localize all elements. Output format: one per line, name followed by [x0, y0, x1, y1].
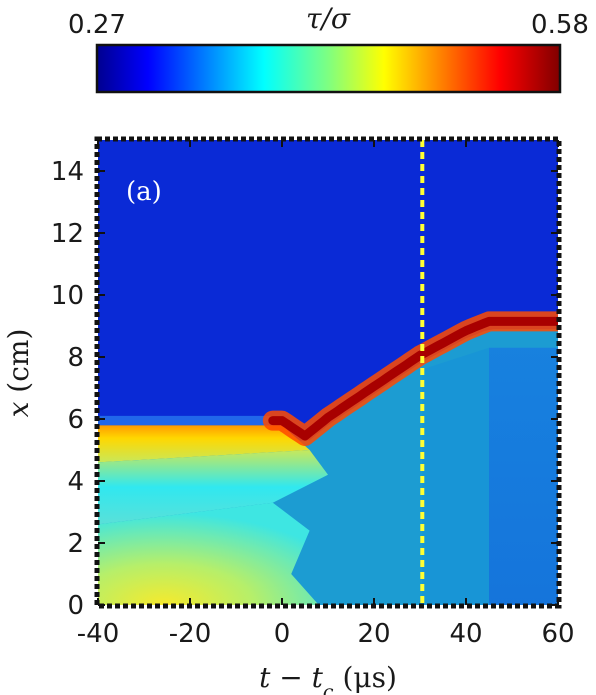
field-right-region	[489, 347, 558, 605]
y-tick-label: 0	[67, 591, 84, 621]
y-tick-label: 12	[51, 219, 84, 249]
y-tick-label: 10	[51, 281, 84, 311]
x-tick-label: 40	[449, 619, 482, 649]
x-tick-label: -40	[77, 619, 119, 649]
x-axis-label: t − tc (μs)	[259, 661, 397, 695]
band-lower	[98, 502, 319, 605]
x-axis-label-sub: c	[323, 681, 334, 695]
x-axis-label-unit: (μs)	[334, 661, 397, 694]
x-tick-label: -20	[169, 619, 211, 649]
plot-frame	[94, 136, 562, 609]
y-axis-label: x (cm)	[2, 329, 35, 418]
band-edge	[98, 415, 282, 426]
axis-ticks: -40 -20 0 20 40 60 0 2 4 6 8 10 12 14	[51, 140, 575, 649]
front-ridge	[268, 316, 558, 441]
y-tick-label: 14	[51, 157, 84, 187]
y-tick-label: 4	[67, 467, 84, 497]
x-tick-label: 60	[541, 619, 574, 649]
y-tick-label: 8	[67, 343, 84, 373]
colorbar: 0.27 0.58 τ/σ	[68, 2, 589, 94]
x-tick-label: 0	[274, 619, 291, 649]
field-mid-region	[422, 347, 489, 605]
colorbar-gradient	[95, 43, 562, 94]
band-upper	[98, 425, 310, 463]
colorbar-min-label: 0.27	[68, 10, 126, 40]
panel-label: (a)	[126, 177, 162, 207]
colorbar-title: τ/σ	[306, 2, 351, 35]
y-tick-label: 2	[67, 529, 84, 559]
x-tick-label: 20	[357, 619, 390, 649]
heatmap-field	[98, 140, 558, 605]
colorbar-max-label: 0.58	[531, 10, 589, 40]
x-axis-label-main: t − t	[259, 661, 324, 694]
y-axis-label-var: x	[2, 401, 35, 417]
y-axis-label-unit: (cm)	[2, 329, 35, 402]
band-middle	[98, 450, 328, 525]
y-tick-label: 6	[67, 405, 84, 435]
